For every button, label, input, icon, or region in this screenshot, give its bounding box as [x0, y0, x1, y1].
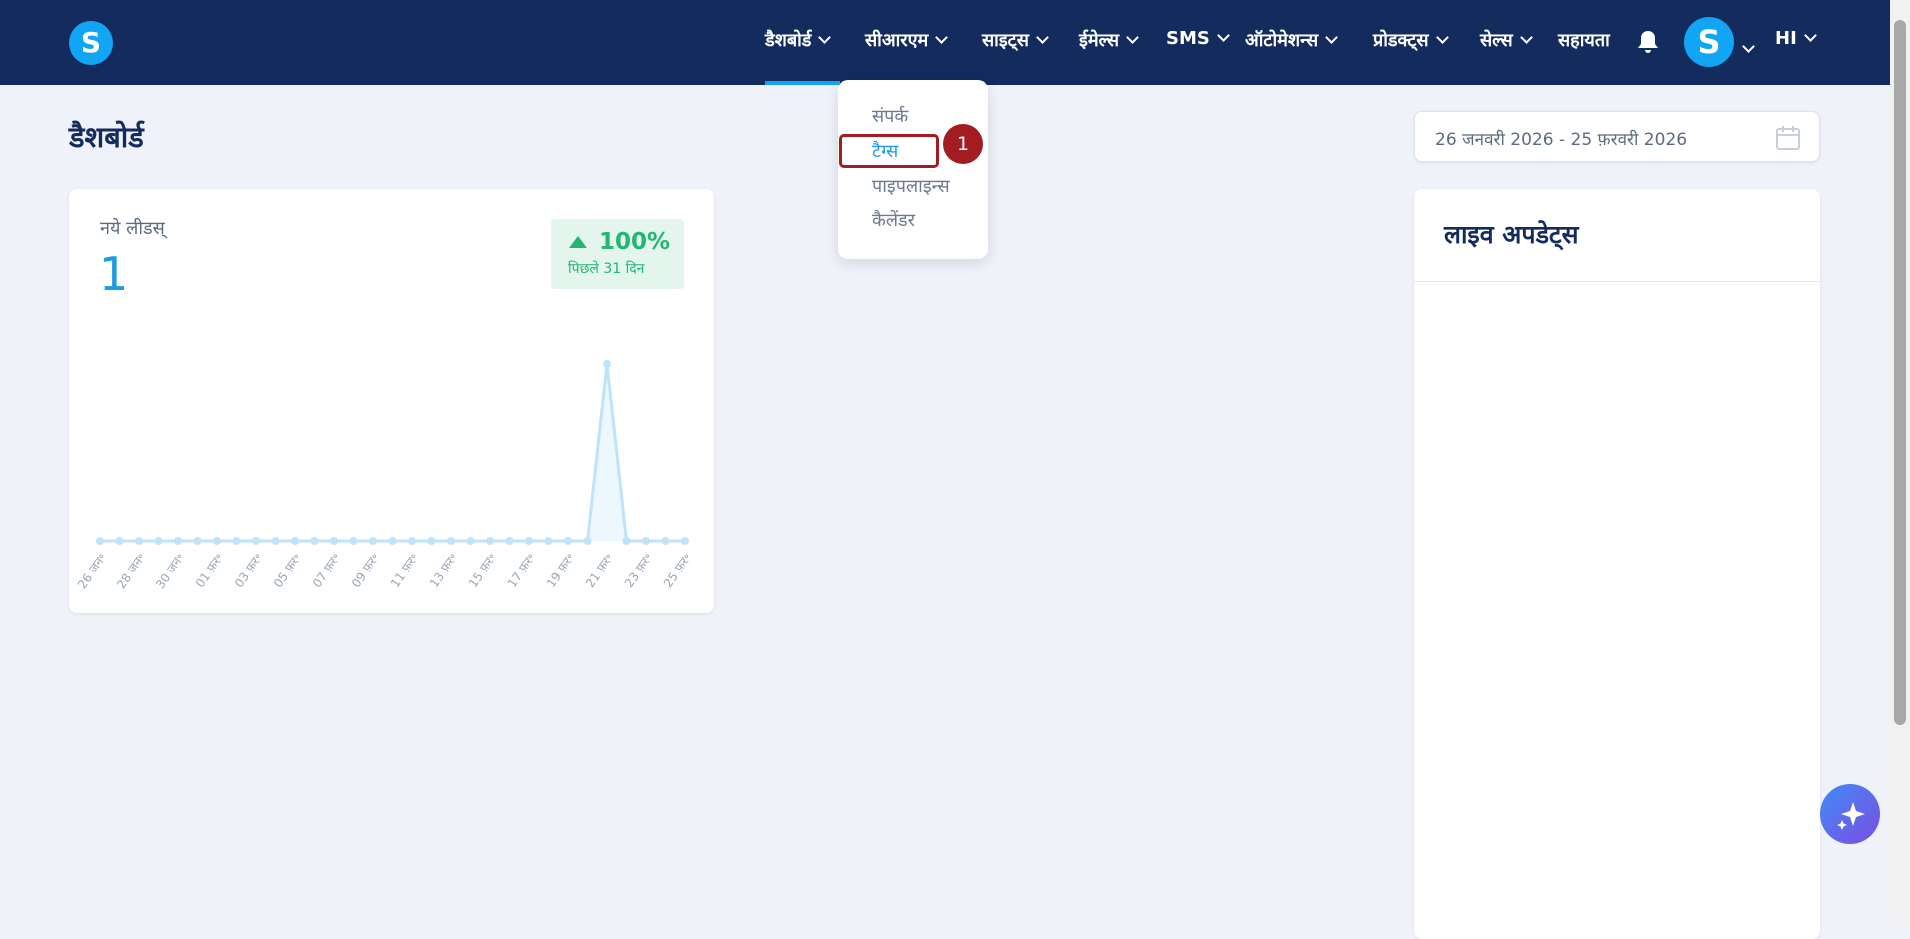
- point: [310, 537, 319, 545]
- point: [427, 537, 436, 545]
- logo[interactable]: S: [69, 21, 113, 65]
- point: [622, 537, 631, 545]
- point: [681, 537, 689, 545]
- x-tick-label: 25 फ़र॰: [661, 551, 694, 590]
- active-underline: [765, 81, 840, 85]
- menu-item[interactable]: पाइपलाइन्स: [872, 176, 950, 197]
- point: [193, 537, 202, 545]
- point: [232, 537, 241, 545]
- point: [174, 537, 182, 545]
- x-tick-label: 17 फ़र॰: [505, 551, 538, 590]
- x-tick-label: 23 फ़र॰: [622, 551, 655, 590]
- crm-dropdown: [838, 80, 988, 259]
- chevron: [1742, 40, 1755, 53]
- menu-item[interactable]: कैलेंडर: [872, 210, 916, 231]
- point: [583, 537, 592, 545]
- x-tick-label: 19 फ़र॰: [544, 551, 577, 590]
- calendar-icon: [1776, 126, 1800, 150]
- point: [603, 360, 611, 368]
- x-tick-label: 01 फ़र॰: [193, 551, 226, 590]
- highlight-box: [839, 134, 939, 168]
- x-tick-label: 15 फ़र॰: [466, 551, 499, 590]
- divider: [1414, 281, 1820, 282]
- point: [291, 537, 299, 545]
- x-tick-label: 28 जन॰: [114, 551, 148, 592]
- point: [154, 537, 163, 545]
- x-tick-label: 05 फ़र॰: [271, 551, 304, 590]
- point: [447, 537, 455, 545]
- x-tick-label: 13 फ़र॰: [427, 551, 460, 590]
- point: [505, 537, 514, 545]
- point: [349, 537, 358, 545]
- point: [135, 537, 143, 545]
- sparkle-icon: [1837, 802, 1865, 830]
- x-tick-label: 26 जन॰: [75, 551, 109, 592]
- nav-item[interactable]: SMS: [1166, 28, 1230, 49]
- nav-item[interactable]: सहायता: [1558, 30, 1610, 51]
- step-badge: 1: [943, 124, 983, 164]
- avatar[interactable]: S: [1684, 17, 1734, 67]
- ai-button[interactable]: [1820, 784, 1880, 844]
- top-nav: S डैशबोर्ड सीआरएम साइट्स ईमेल्स SMS ऑटोम…: [0, 0, 1890, 85]
- x-tick-label: 21 फ़र॰: [583, 551, 616, 590]
- up-arrow: [569, 236, 587, 248]
- change-badge: 100% पिछले 31 दिन: [551, 219, 684, 289]
- page-title: डैशबोर्ड: [69, 120, 144, 154]
- nav-item[interactable]: सीआरएम: [865, 28, 949, 52]
- x-tick-label: 09 फ़र॰: [349, 551, 382, 590]
- kpi-label: नये लीडस्: [100, 218, 165, 239]
- live-updates-card: लाइव अपडेट्स: [1414, 189, 1820, 939]
- date-range: 26 जनवरी 2026 - 25 फ़रवरी 2026: [1435, 130, 1688, 150]
- point: [369, 537, 377, 545]
- live-title: लाइव अपडेट्स: [1444, 220, 1579, 249]
- x-tick-label: 03 फ़र॰: [232, 551, 265, 590]
- user-menu[interactable]: HI: [1775, 28, 1817, 49]
- point: [388, 537, 397, 545]
- change-value: 100%: [599, 229, 671, 255]
- point: [271, 537, 280, 545]
- menu-item[interactable]: संपर्क: [872, 106, 909, 127]
- change-period: पिछले 31 दिन: [568, 261, 645, 277]
- point: [642, 537, 650, 545]
- x-tick-label: 07 फ़र॰: [310, 551, 343, 590]
- nav-item[interactable]: ईमेल्स: [1079, 28, 1139, 52]
- point: [408, 537, 416, 545]
- point: [252, 537, 260, 545]
- x-tick-label: 30 जन॰: [153, 551, 187, 592]
- point: [564, 537, 572, 545]
- point: [330, 537, 338, 545]
- nav-item[interactable]: डैशबोर्ड: [765, 28, 832, 52]
- nav-item[interactable]: ऑटोमेशन्स: [1245, 28, 1338, 52]
- point: [544, 537, 553, 545]
- point: [661, 537, 670, 545]
- scrollbar: [1890, 0, 1910, 925]
- chart: 26 जन॰ 28 जन॰ 30 जन॰ 01 फ़र॰ 03 फ़र॰ 05 फ़र॰ 0…: [75, 360, 694, 592]
- nav-item[interactable]: साइट्स: [982, 28, 1049, 52]
- nav-item[interactable]: प्रोडक्ट्स: [1373, 28, 1449, 52]
- x-tick-label: 11 फ़र॰: [388, 551, 421, 590]
- bell-icon[interactable]: [1636, 29, 1660, 55]
- point: [466, 537, 475, 545]
- point: [115, 537, 124, 545]
- kpi-value: 1: [99, 247, 129, 301]
- point: [213, 537, 221, 545]
- date-picker[interactable]: 26 जनवरी 2026 - 25 फ़रवरी 2026: [1414, 111, 1820, 162]
- nav-item[interactable]: सेल्स: [1480, 28, 1533, 52]
- point: [486, 537, 494, 545]
- menu-item[interactable]: टैग्स: [872, 141, 899, 162]
- point: [525, 537, 533, 545]
- point: [96, 537, 104, 545]
- leads-card: नये लीडस् 1 100% पिछले 31 दिन 26 जन॰ 28 ज…: [69, 189, 714, 613]
